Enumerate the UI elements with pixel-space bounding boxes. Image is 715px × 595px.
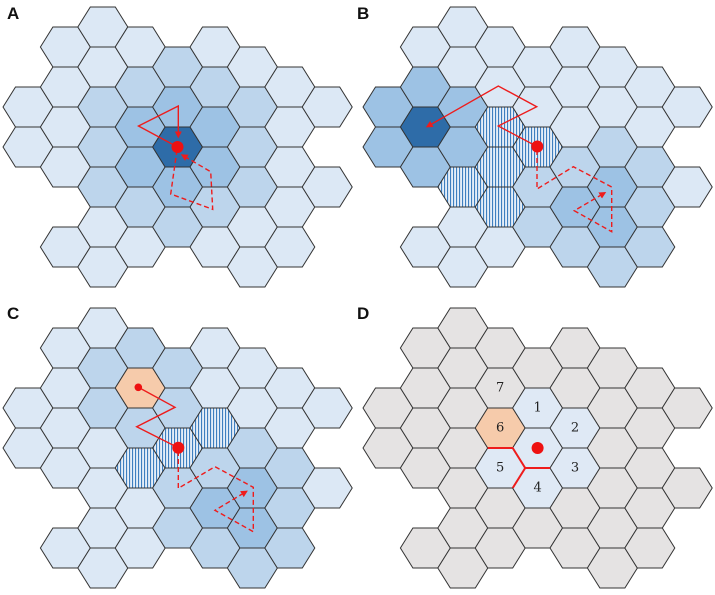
hex-cell-light [264,226,316,268]
dashed-path-arrow [177,451,255,533]
cell-number-label: 1 [533,401,541,416]
hex-cell-light [661,166,713,208]
panel-c: C [2,304,353,589]
panel-a: A [2,4,353,288]
cell-number-label: 2 [571,421,579,436]
hex-cell-light [301,86,353,128]
panel-d: 1 2 3 4 5 6 7 D [357,304,713,589]
panel-label: C [7,304,19,323]
current-position-dot [531,140,544,153]
cell-number-label: 6 [496,421,504,436]
current-position-dot [171,141,184,153]
current-position-dot [172,441,185,454]
hex-cell-gray [661,387,713,429]
dashed-path-arrow [536,150,613,233]
solid-path [135,386,179,449]
cell-number-label: 5 [496,461,504,476]
hex-cell-gray [624,527,676,569]
hex-cell-light [301,166,353,208]
target-dot [134,383,143,392]
hex-cell-light [301,387,353,429]
hex-cell-light [301,467,353,509]
boundary-edge [511,467,527,489]
cell-number-label: 7 [496,381,504,396]
hex-cell-light [661,86,713,128]
solid-path-arrow [136,104,182,148]
panel-label: B [357,4,369,23]
current-position-dot [531,442,544,454]
cell-number-label: 4 [533,481,541,496]
hex-cell-medium [624,226,676,268]
solid-path-arrow [425,85,539,148]
boundary-edge [487,447,551,469]
hex-cell-gray [661,467,713,509]
panel-b: B [357,4,713,288]
hex-cell-medium [264,527,316,569]
panel-label: A [7,4,19,23]
panel-label: D [357,304,369,323]
dashed-path-arrow [169,149,214,211]
cell-number-label: 3 [571,461,579,476]
